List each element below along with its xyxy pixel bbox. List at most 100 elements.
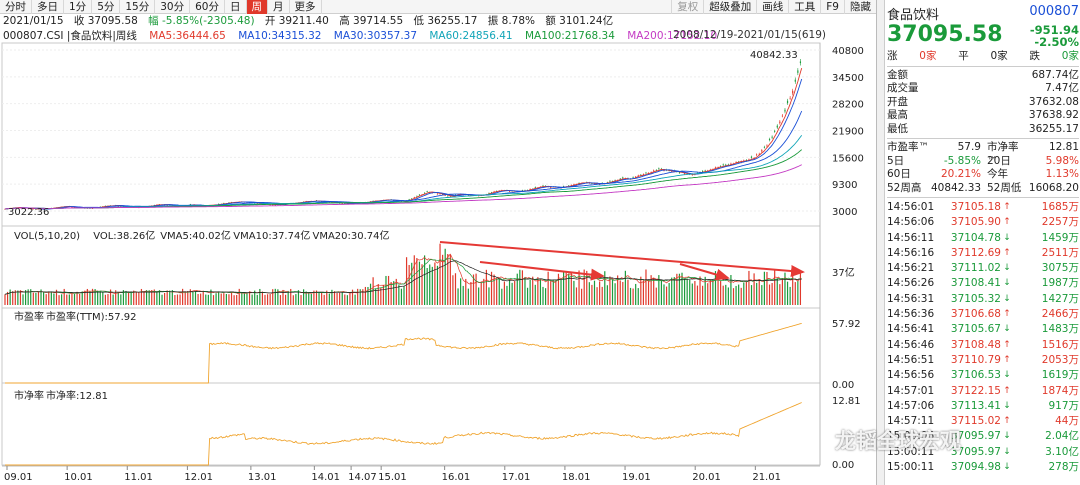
tool-button-0[interactable]: 复权 <box>671 0 703 14</box>
tool-button-2[interactable]: 画线 <box>756 0 788 14</box>
ma200-line <box>4 164 802 210</box>
tick-volume: 3075万 <box>1041 262 1079 275</box>
volume-bar <box>683 278 686 305</box>
tick-time: 15:00:11 <box>887 445 935 458</box>
volume-bar <box>382 284 385 305</box>
volume-bar <box>143 292 145 305</box>
x-axis-label: 18.01 <box>562 472 591 483</box>
period-tab-3[interactable]: 5分 <box>92 0 121 14</box>
period-tab-6[interactable]: 60分 <box>190 0 225 14</box>
volume-bar <box>14 290 16 305</box>
volume-bar <box>511 282 513 305</box>
volume-bar <box>30 289 32 305</box>
info-change: 幅 -5.85%(-2305.48) <box>148 15 255 27</box>
volume-bar <box>197 294 199 305</box>
candle-body <box>653 170 655 172</box>
candle-body <box>722 164 724 166</box>
volume-bar <box>799 270 802 305</box>
candle-body <box>781 115 784 117</box>
metric-key: 60日 <box>887 168 911 180</box>
period-tab-0[interactable]: 分时 <box>0 0 32 14</box>
tick-row: 14:56:51 37110.79 ↑ 2053万 <box>887 353 1079 368</box>
volume-bar <box>457 288 459 305</box>
volume-bar <box>792 274 794 305</box>
volume-bar <box>303 289 305 305</box>
volume-bar <box>84 290 86 305</box>
chart-area[interactable]: 分时 多日 1分 5分 15分 30分 60分日周月更多 复权 超级叠加 画线 工具 F9 隐藏 202… <box>0 0 876 485</box>
price-high-marker: 40842.33 <box>750 50 798 61</box>
volume-bar <box>313 290 315 305</box>
kline-svg[interactable]: 40800 34500 28200 21900 15600 9300 3000 40842.3… <box>0 0 876 485</box>
volume-bar <box>547 271 549 305</box>
volume-bar <box>395 278 397 305</box>
volume-bar <box>416 258 418 305</box>
volume-bar <box>68 294 70 305</box>
volume-bar <box>333 291 336 305</box>
volume-bar <box>351 289 354 305</box>
panel-frame-3 <box>1 382 821 466</box>
period-tab-7[interactable]: 日 <box>225 0 247 14</box>
tick-arrow-icon: ↓ <box>1003 324 1011 335</box>
volume-bar <box>331 289 333 305</box>
tick-row: 14:56:06 37105.90 ↑ 2257万 <box>887 215 1079 230</box>
period-tab-2[interactable]: 1分 <box>64 0 93 14</box>
volume-bar <box>297 290 300 305</box>
volume-bar <box>145 290 148 305</box>
tick-time: 14:56:16 <box>887 246 935 259</box>
volume-bar <box>308 292 310 305</box>
bar-info: 2021/01/15 收 37095.58 幅 -5.85%(-2305.48)… <box>0 14 876 29</box>
metric-val: -5.85% <box>943 154 981 167</box>
candle-body <box>683 173 686 175</box>
volume-bar <box>336 292 338 305</box>
volume-bar <box>766 271 768 305</box>
volume-bar <box>671 277 673 305</box>
candle-body <box>439 193 441 195</box>
volume-bar <box>537 277 539 305</box>
tool-button-1[interactable]: 超级叠加 <box>703 0 756 14</box>
volume-bar <box>305 291 307 305</box>
period-tab-4[interactable]: 15分 <box>120 0 156 14</box>
up-label: 涨 <box>887 50 898 62</box>
x-axis-label: 13.01 <box>248 472 277 483</box>
volume-bar <box>246 293 248 305</box>
volume-bar <box>202 290 204 305</box>
candle-body <box>730 163 732 165</box>
volume-bar <box>444 248 446 305</box>
candle-body <box>702 170 704 172</box>
volume-bar <box>508 279 511 305</box>
volume-bar <box>496 278 498 305</box>
volume-bar <box>169 290 171 305</box>
candle-body <box>766 145 768 147</box>
volume-bar <box>254 290 256 305</box>
period-tab-1[interactable]: 多日 <box>32 0 64 14</box>
x-axis-label: 14.01 <box>311 472 340 483</box>
volume-bar <box>73 294 76 305</box>
panel-scrollbar[interactable] <box>877 0 885 485</box>
volume-bar <box>55 289 58 305</box>
stat-val: 37632.08 <box>1028 95 1079 108</box>
period-tab-9[interactable]: 月 <box>268 0 290 14</box>
volume-bar <box>153 289 155 305</box>
volume-bar <box>756 282 758 305</box>
volume-bar <box>624 270 626 305</box>
candle-body <box>622 177 624 179</box>
period-tab-5[interactable]: 30分 <box>155 0 191 14</box>
volume-bar <box>274 288 276 305</box>
tool-button-3[interactable]: 工具 <box>788 0 820 14</box>
volume-bar <box>524 276 526 305</box>
volume-bar <box>171 290 173 305</box>
period-tab-8[interactable]: 周 <box>246 0 268 14</box>
tick-time: 14:56:31 <box>887 292 935 305</box>
volume-bar <box>133 290 135 305</box>
tool-button-5[interactable]: 隐藏 <box>844 0 876 14</box>
volume-bar <box>24 290 27 305</box>
volume-bar <box>529 279 531 305</box>
stat-key: 最高 <box>887 109 908 121</box>
volume-bar <box>465 278 467 305</box>
pb-legend-value: 市净率:12.81 <box>46 389 108 402</box>
period-tab-10[interactable]: 更多 <box>290 0 322 14</box>
candle-body <box>756 154 758 156</box>
volume-bar <box>606 285 608 305</box>
volume-bar <box>694 281 696 305</box>
tool-button-4[interactable]: F9 <box>820 0 844 14</box>
